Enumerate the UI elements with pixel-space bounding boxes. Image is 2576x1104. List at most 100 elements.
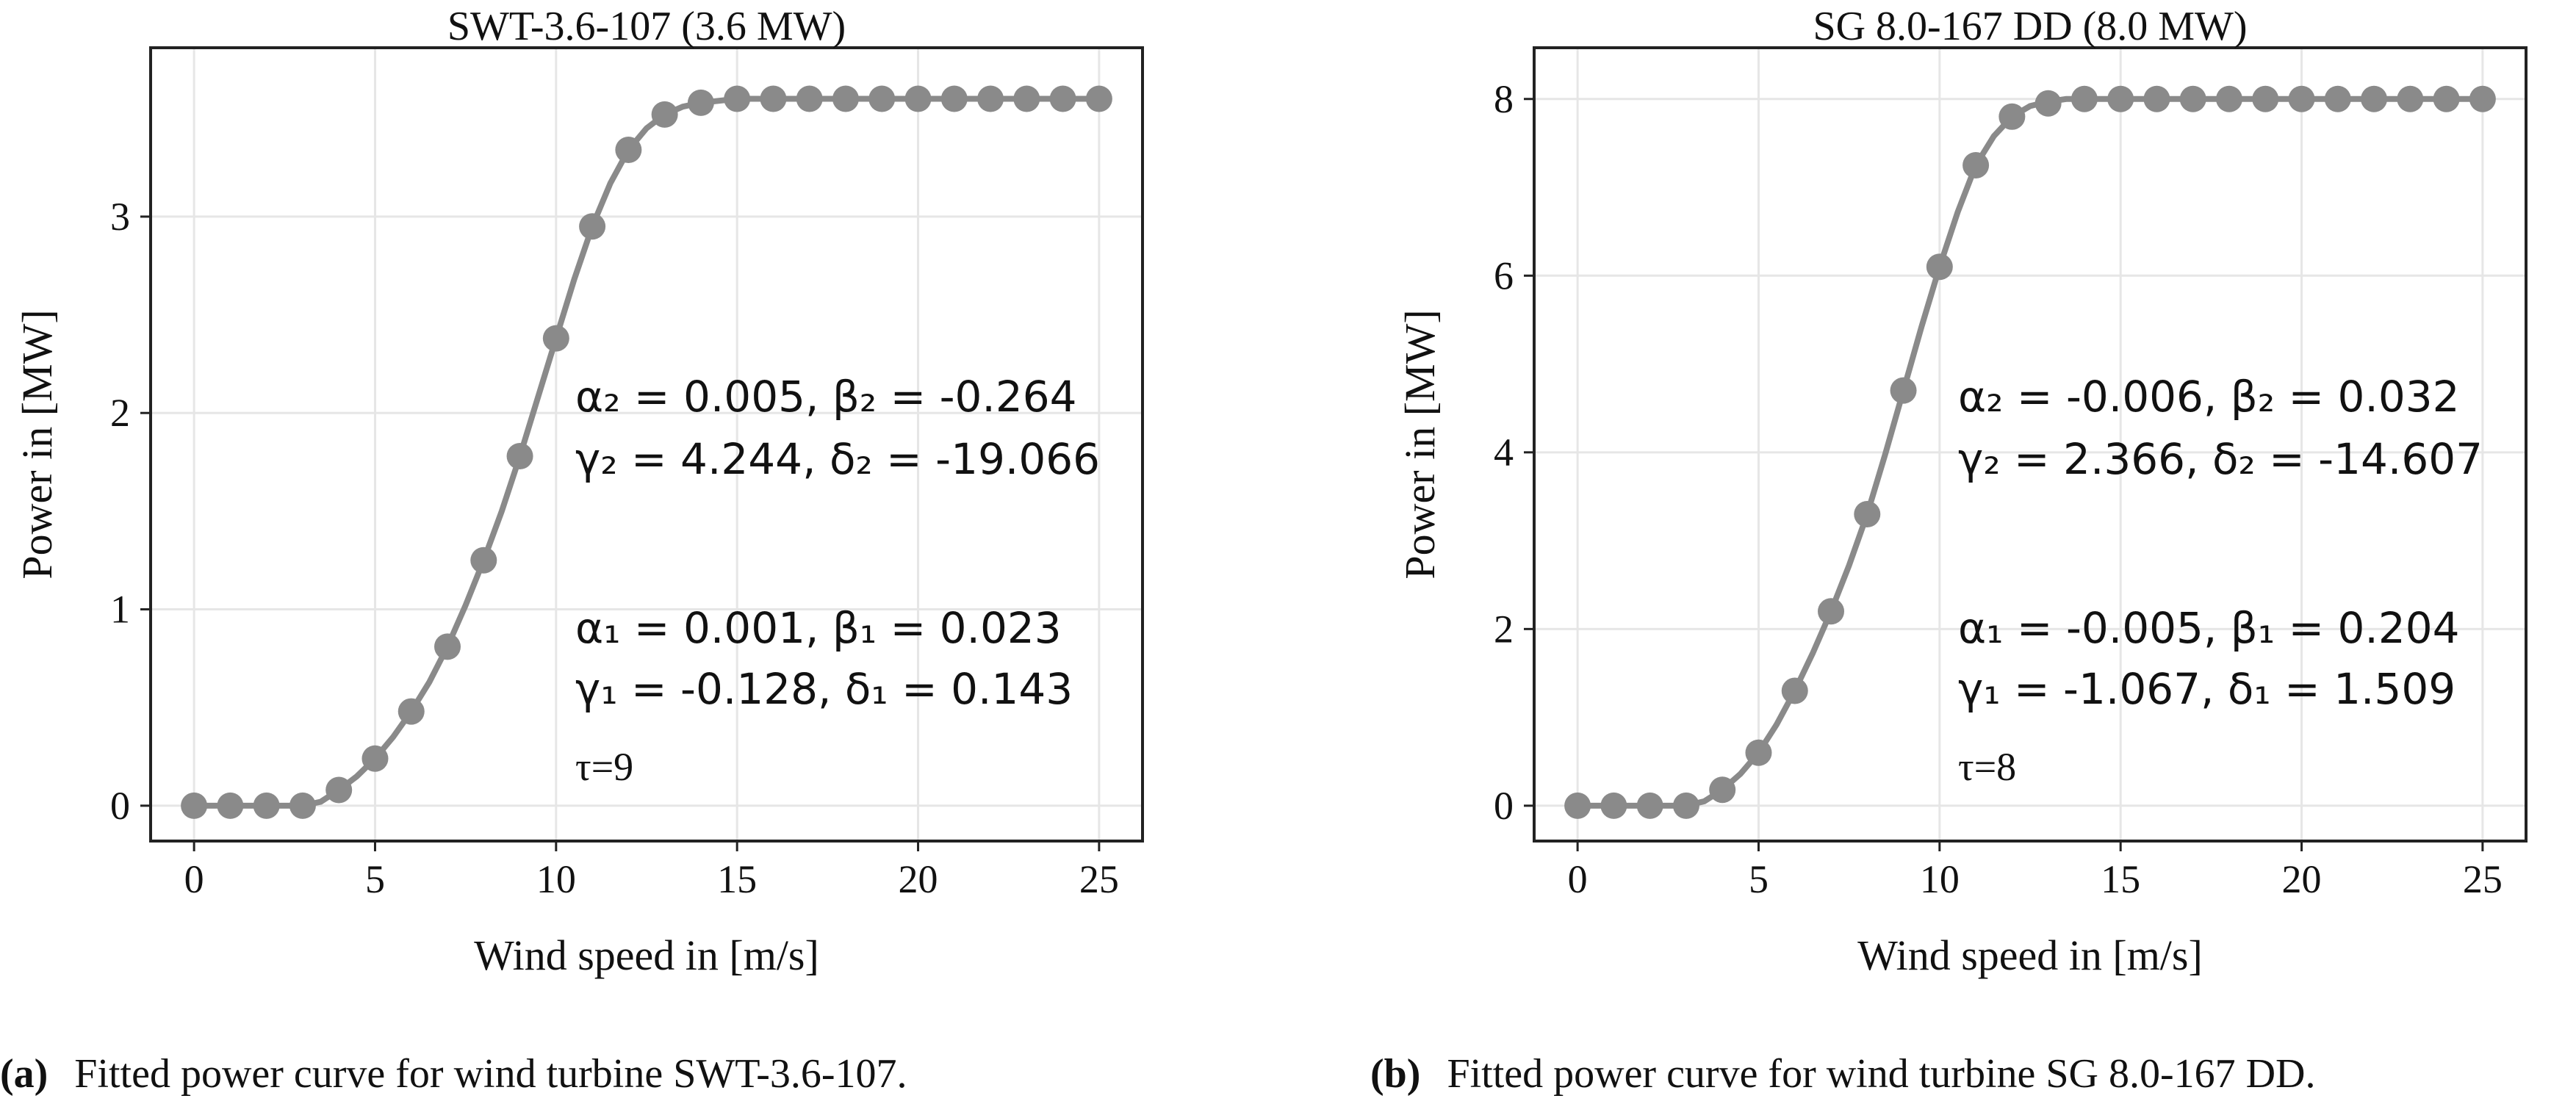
x-tick-label: 15: [717, 857, 757, 901]
chart-title-b: SG 8.0-167 DD (8.0 MW): [1813, 4, 2247, 49]
x-tick-label: 0: [184, 857, 204, 901]
data-point: [904, 85, 932, 112]
data-point: [470, 546, 497, 574]
data-point: [579, 213, 606, 240]
data-point: [2107, 85, 2134, 112]
data-point: [2070, 85, 2098, 112]
data-point: [1085, 85, 1112, 112]
y-tick-label: 3: [110, 195, 130, 239]
data-point: [1600, 792, 1627, 819]
data-point: [2324, 85, 2351, 112]
data-point: [615, 137, 642, 164]
data-point: [397, 698, 425, 725]
tau-label-a: τ=9: [575, 745, 633, 789]
data-point: [2034, 90, 2062, 117]
ticks-a: 0 5 10 15 20 25 0 1 2 3: [110, 195, 1119, 901]
data-point: [289, 792, 316, 819]
caption-text-a: Fitted power curve for wind turbine SWT-…: [74, 1051, 907, 1097]
x-tick-label: 10: [536, 857, 576, 901]
data-point: [977, 85, 1004, 112]
x-tick-label: 20: [899, 857, 938, 901]
data-point: [1890, 377, 1917, 404]
x-tick-label: 5: [1749, 857, 1769, 901]
data-point: [2433, 85, 2460, 112]
data-point: [1013, 85, 1040, 112]
caption-text-b: Fitted power curve for wind turbine SG 8…: [1447, 1051, 2315, 1097]
data-point: [760, 85, 787, 112]
data-point: [1672, 792, 1699, 819]
data-point: [325, 776, 353, 804]
x-axis-label-b: Wind speed in [m/s]: [1857, 931, 2203, 979]
y-axis-label-b: Power in [MW]: [1396, 309, 1444, 579]
params-2-line1-a: α₂ = 0.005, β₂ = -0.264: [575, 372, 1077, 422]
x-tick-label: 15: [2101, 857, 2140, 901]
data-point: [1781, 677, 1808, 704]
ticks-b: 0 5 10 15 20 25 0 2 4 6 8: [1494, 77, 2503, 901]
data-point: [1745, 739, 1772, 766]
x-tick-label: 25: [1079, 857, 1119, 901]
y-tick-label: 8: [1494, 77, 1514, 121]
y-tick-label: 2: [110, 391, 130, 435]
params-1-line1-a: α₁ = 0.001, β₁ = 0.023: [575, 603, 1062, 653]
x-tick-label: 5: [365, 857, 385, 901]
data-point: [181, 792, 208, 819]
y-tick-label: 1: [110, 588, 130, 632]
params-1-line1-b: α₁ = -0.005, β₁ = 0.204: [1958, 603, 2460, 653]
x-axis-label-a: Wind speed in [m/s]: [474, 931, 819, 979]
caption-tag-b: (b): [1370, 1051, 1420, 1097]
panel-b: 0 5 10 15 20 25 0 2 4 6 8 SG 8.0-167 DD (8.0 MW) W…: [1370, 4, 2528, 1097]
data-point: [1818, 598, 1845, 625]
y-tick-label: 6: [1494, 253, 1514, 297]
data-point: [1709, 776, 1736, 804]
data-point: [651, 101, 678, 128]
data-point: [2469, 85, 2496, 112]
data-point: [687, 89, 714, 116]
x-tick-label: 0: [1568, 857, 1588, 901]
params-1-line2-a: γ₁ = -0.128, δ₁ = 0.143: [575, 664, 1073, 714]
data-point: [2397, 85, 2424, 112]
plot-frame-a: [149, 46, 1144, 843]
x-tick-label: 20: [2282, 857, 2322, 901]
plot-frame-b: [1533, 46, 2528, 843]
data-point: [2143, 85, 2170, 112]
caption-b: (b) Fitted power curve for wind turbine …: [1370, 1051, 2315, 1097]
data-points-a: [181, 85, 1112, 819]
y-tick-label: 0: [1494, 784, 1514, 828]
params-2-line2-a: γ₂ = 4.244, δ₂ = -19.066: [575, 434, 1100, 484]
data-point: [940, 85, 968, 112]
chart-title-a: SWT-3.6-107 (3.6 MW): [447, 4, 846, 49]
y-tick-label: 2: [1494, 607, 1514, 651]
y-axis-label-a: Power in [MW]: [13, 309, 61, 579]
panel-a: 0 5 10 15 20 25 0 1 2 3 SWT-3.6-107 (3.6 MW) Wind…: [0, 4, 1144, 1097]
data-point: [868, 85, 896, 112]
data-point: [253, 792, 280, 819]
y-tick-label: 0: [110, 784, 130, 828]
data-point: [796, 85, 823, 112]
data-point: [2215, 85, 2242, 112]
params-2-line1-b: α₂ = -0.006, β₂ = 0.032: [1958, 372, 2460, 422]
data-point: [1636, 792, 1663, 819]
params-1-line2-b: γ₁ = -1.067, δ₁ = 1.509: [1958, 664, 2456, 714]
data-point: [1962, 151, 1990, 178]
data-point: [217, 792, 244, 819]
data-point: [1564, 792, 1591, 819]
params-2-line2-b: γ₂ = 2.366, δ₂ = -14.607: [1958, 434, 2483, 484]
caption-tag-a: (a): [0, 1051, 48, 1097]
data-point: [542, 325, 569, 352]
data-point: [506, 443, 533, 470]
data-point: [2361, 85, 2388, 112]
data-point: [1998, 103, 2026, 130]
data-point: [1049, 85, 1076, 112]
data-point: [832, 85, 859, 112]
x-tick-label: 10: [1920, 857, 1960, 901]
tau-label-b: τ=8: [1958, 745, 2016, 789]
data-point: [2288, 85, 2315, 112]
data-point: [1926, 253, 1953, 281]
data-point: [724, 85, 751, 112]
data-point: [2252, 85, 2279, 112]
x-tick-label: 25: [2463, 857, 2503, 901]
y-tick-label: 4: [1494, 430, 1514, 475]
data-points-b: [1564, 85, 2496, 819]
data-point: [361, 745, 389, 772]
